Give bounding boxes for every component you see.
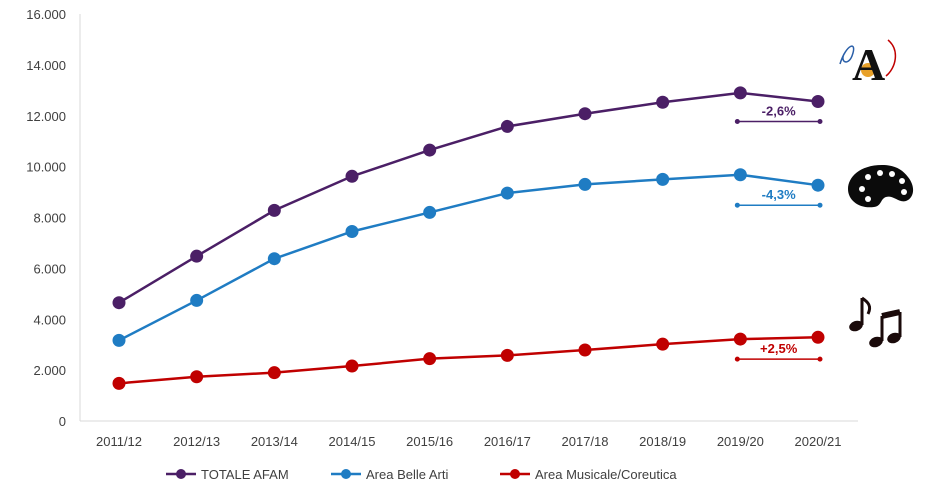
series-line <box>118 91 819 304</box>
change-bracket-end <box>817 119 823 125</box>
data-point <box>656 172 670 186</box>
data-point <box>733 86 747 100</box>
data-point <box>656 337 670 351</box>
data-point <box>112 333 126 347</box>
x-tick-label: 2014/15 <box>329 434 376 449</box>
axes: 0 2.000 4.000 6.000 8.000 10.000 12.000 14.000 1… <box>26 7 858 449</box>
data-point <box>578 343 592 357</box>
data-point <box>190 370 204 384</box>
data-point <box>423 143 437 157</box>
series-line <box>118 336 819 385</box>
change-label: -2,6% <box>762 104 796 119</box>
y-tick-label: 8.000 <box>33 211 66 226</box>
data-point <box>500 119 514 133</box>
palette-icon <box>848 165 914 208</box>
data-point <box>190 293 204 307</box>
x-tick-label: 2012/13 <box>173 434 220 449</box>
change-bracket-end <box>734 356 740 362</box>
series-line <box>118 173 819 342</box>
data-point <box>112 376 126 390</box>
y-tick-label: 2.000 <box>33 363 66 378</box>
music-letter-a-icon: A <box>839 39 897 90</box>
x-tick-label: 2017/18 <box>562 434 609 449</box>
x-tick-label: 2020/21 <box>795 434 842 449</box>
series-markers <box>112 86 825 390</box>
y-tick-label: 6.000 <box>33 261 66 276</box>
y-tick-label: 14.000 <box>26 58 66 73</box>
y-tick-label: 0 <box>59 414 66 429</box>
change-annotations: -2,6% -4,3% +2,5% <box>734 104 823 362</box>
legend-marker <box>341 469 351 479</box>
x-tick-label: 2011/12 <box>96 434 142 449</box>
data-point <box>423 352 437 366</box>
x-tick-label: 2015/16 <box>406 434 453 449</box>
data-point <box>267 366 281 380</box>
x-tick-label: 2019/20 <box>717 434 764 449</box>
x-tick-label: 2016/17 <box>484 434 531 449</box>
data-point <box>267 252 281 266</box>
y-tick-label: 12.000 <box>26 109 66 124</box>
legend-marker <box>510 469 520 479</box>
data-point <box>500 186 514 200</box>
change-bracket-end <box>817 356 823 362</box>
x-tick-label: 2018/19 <box>639 434 686 449</box>
data-point <box>733 332 747 346</box>
change-label: +2,5% <box>760 341 798 356</box>
data-point <box>811 95 825 109</box>
y-tick-label: 4.000 <box>33 312 66 327</box>
data-point <box>190 249 204 263</box>
data-point <box>733 168 747 182</box>
data-point <box>811 330 825 344</box>
data-point <box>112 296 126 310</box>
legend-marker <box>176 469 186 479</box>
y-tick-label: 10.000 <box>26 160 66 175</box>
data-point <box>345 359 359 373</box>
legend-label: Area Belle Arti <box>366 467 448 482</box>
music-notes-icon <box>849 296 902 348</box>
data-point <box>423 205 437 219</box>
legend-label: Area Musicale/Coreutica <box>535 467 677 482</box>
change-label: -4,3% <box>762 187 796 202</box>
data-point <box>500 348 514 362</box>
data-point <box>656 95 670 109</box>
data-point <box>811 178 825 192</box>
data-point <box>345 169 359 183</box>
data-point <box>345 224 359 238</box>
data-point <box>578 107 592 121</box>
change-bracket-end <box>817 202 823 208</box>
data-point <box>578 177 592 191</box>
legend-label: TOTALE AFAM <box>201 467 289 482</box>
legend: TOTALE AFAM Area Belle Arti Area Musicale/… <box>166 467 677 482</box>
series-lines <box>118 91 819 385</box>
change-bracket-end <box>734 202 740 208</box>
x-tick-label: 2013/14 <box>251 434 298 449</box>
svg-text:A: A <box>852 39 885 90</box>
change-bracket-end <box>734 119 740 125</box>
data-point <box>267 203 281 217</box>
y-tick-label: 16.000 <box>26 7 66 22</box>
